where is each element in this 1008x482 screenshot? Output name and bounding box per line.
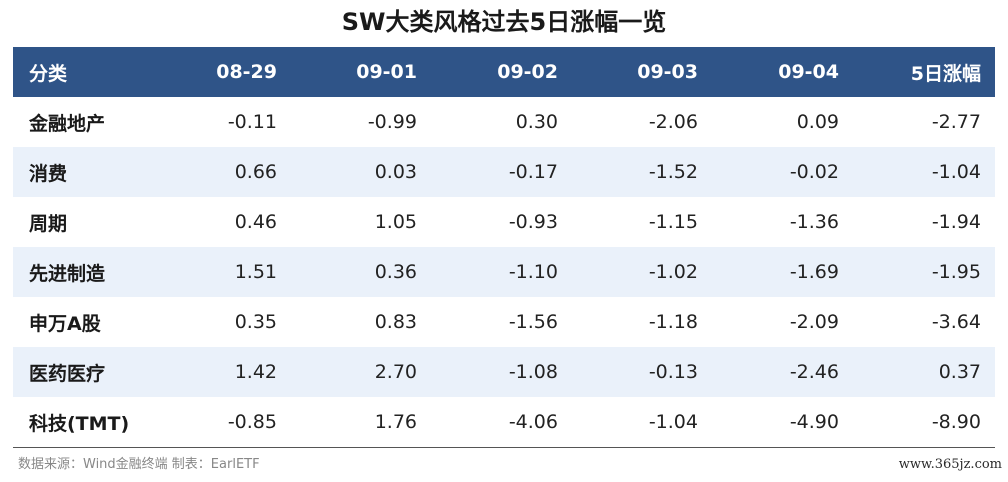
value-cell: -0.85 bbox=[163, 397, 291, 448]
value-cell: 0.30 bbox=[431, 97, 572, 147]
value-cell: -0.99 bbox=[291, 97, 431, 147]
value-cell: -2.46 bbox=[712, 347, 853, 397]
header-date: 09-02 bbox=[431, 47, 572, 97]
table-row: 申万A股 0.35 0.83 -1.56 -1.18 -2.09 -3.64 bbox=[13, 297, 995, 347]
value-cell: -8.90 bbox=[853, 397, 995, 448]
value-cell: 0.66 bbox=[163, 147, 291, 197]
table-row: 科技(TMT) -0.85 1.76 -4.06 -1.04 -4.90 -8.90 bbox=[13, 397, 995, 448]
value-cell: -2.77 bbox=[853, 97, 995, 147]
value-cell: -1.69 bbox=[712, 247, 853, 297]
value-cell: 0.35 bbox=[163, 297, 291, 347]
value-cell: -0.02 bbox=[712, 147, 853, 197]
value-cell: 2.70 bbox=[291, 347, 431, 397]
value-cell: -1.04 bbox=[853, 147, 995, 197]
value-cell: -1.15 bbox=[572, 197, 712, 247]
table-row: 医药医疗 1.42 2.70 -1.08 -0.13 -2.46 0.37 bbox=[13, 347, 995, 397]
row-category-cell: 消费 bbox=[13, 147, 163, 197]
value-cell: 0.03 bbox=[291, 147, 431, 197]
row-category-cell: 医药医疗 bbox=[13, 347, 163, 397]
page-title: SW大类风格过去5日涨幅一览 bbox=[341, 8, 667, 36]
table-row: 周期 0.46 1.05 -0.93 -1.15 -1.36 -1.94 bbox=[13, 197, 995, 247]
value-cell: -2.09 bbox=[712, 297, 853, 347]
header-category: 分类 bbox=[13, 47, 163, 97]
row-category-cell: 金融地产 bbox=[13, 97, 163, 147]
value-cell: -1.10 bbox=[431, 247, 572, 297]
value-cell: -1.04 bbox=[572, 397, 712, 448]
value-cell: -1.08 bbox=[431, 347, 572, 397]
value-cell: 0.36 bbox=[291, 247, 431, 297]
table-row: 先进制造 1.51 0.36 -1.10 -1.02 -1.69 -1.95 bbox=[13, 247, 995, 297]
value-cell: -4.06 bbox=[431, 397, 572, 448]
value-cell: -1.52 bbox=[572, 147, 712, 197]
value-cell: -1.18 bbox=[572, 297, 712, 347]
row-category-cell: 申万A股 bbox=[13, 297, 163, 347]
value-cell: 1.51 bbox=[163, 247, 291, 297]
row-category-cell: 科技(TMT) bbox=[13, 397, 163, 448]
data-table: 分类 08-29 09-01 09-02 09-03 09-04 5日涨幅 金融… bbox=[13, 47, 995, 448]
value-cell: -2.06 bbox=[572, 97, 712, 147]
value-cell: -0.11 bbox=[163, 97, 291, 147]
value-cell: -1.56 bbox=[431, 297, 572, 347]
value-cell: 1.05 bbox=[291, 197, 431, 247]
header-date: 09-01 bbox=[291, 47, 431, 97]
row-category-cell: 周期 bbox=[13, 197, 163, 247]
value-cell: -0.17 bbox=[431, 147, 572, 197]
value-cell: -4.90 bbox=[712, 397, 853, 448]
value-cell: -1.36 bbox=[712, 197, 853, 247]
table-header-row: 分类 08-29 09-01 09-02 09-03 09-04 5日涨幅 bbox=[13, 47, 995, 97]
value-cell: -0.93 bbox=[431, 197, 572, 247]
value-cell: 0.37 bbox=[853, 347, 995, 397]
value-cell: 1.42 bbox=[163, 347, 291, 397]
value-cell: 1.76 bbox=[291, 397, 431, 448]
table-row: 消费 0.66 0.03 -0.17 -1.52 -0.02 -1.04 bbox=[13, 147, 995, 197]
table-row: 金融地产 -0.11 -0.99 0.30 -2.06 0.09 -2.77 bbox=[13, 97, 995, 147]
header-date: 09-04 bbox=[712, 47, 853, 97]
header-date: 09-03 bbox=[572, 47, 712, 97]
header-5day-change: 5日涨幅 bbox=[853, 47, 995, 97]
header-date: 08-29 bbox=[163, 47, 291, 97]
value-cell: -1.95 bbox=[853, 247, 995, 297]
value-cell: -1.94 bbox=[853, 197, 995, 247]
value-cell: 0.46 bbox=[163, 197, 291, 247]
source-note: 数据来源：Wind金融终端 制表：EarlETF bbox=[18, 457, 260, 472]
value-cell: -1.02 bbox=[572, 247, 712, 297]
value-cell: 0.83 bbox=[291, 297, 431, 347]
watermark: www.365jz.com bbox=[898, 457, 1002, 472]
value-cell: -0.13 bbox=[572, 347, 712, 397]
value-cell: -3.64 bbox=[853, 297, 995, 347]
row-category-cell: 先进制造 bbox=[13, 247, 163, 297]
value-cell: 0.09 bbox=[712, 97, 853, 147]
